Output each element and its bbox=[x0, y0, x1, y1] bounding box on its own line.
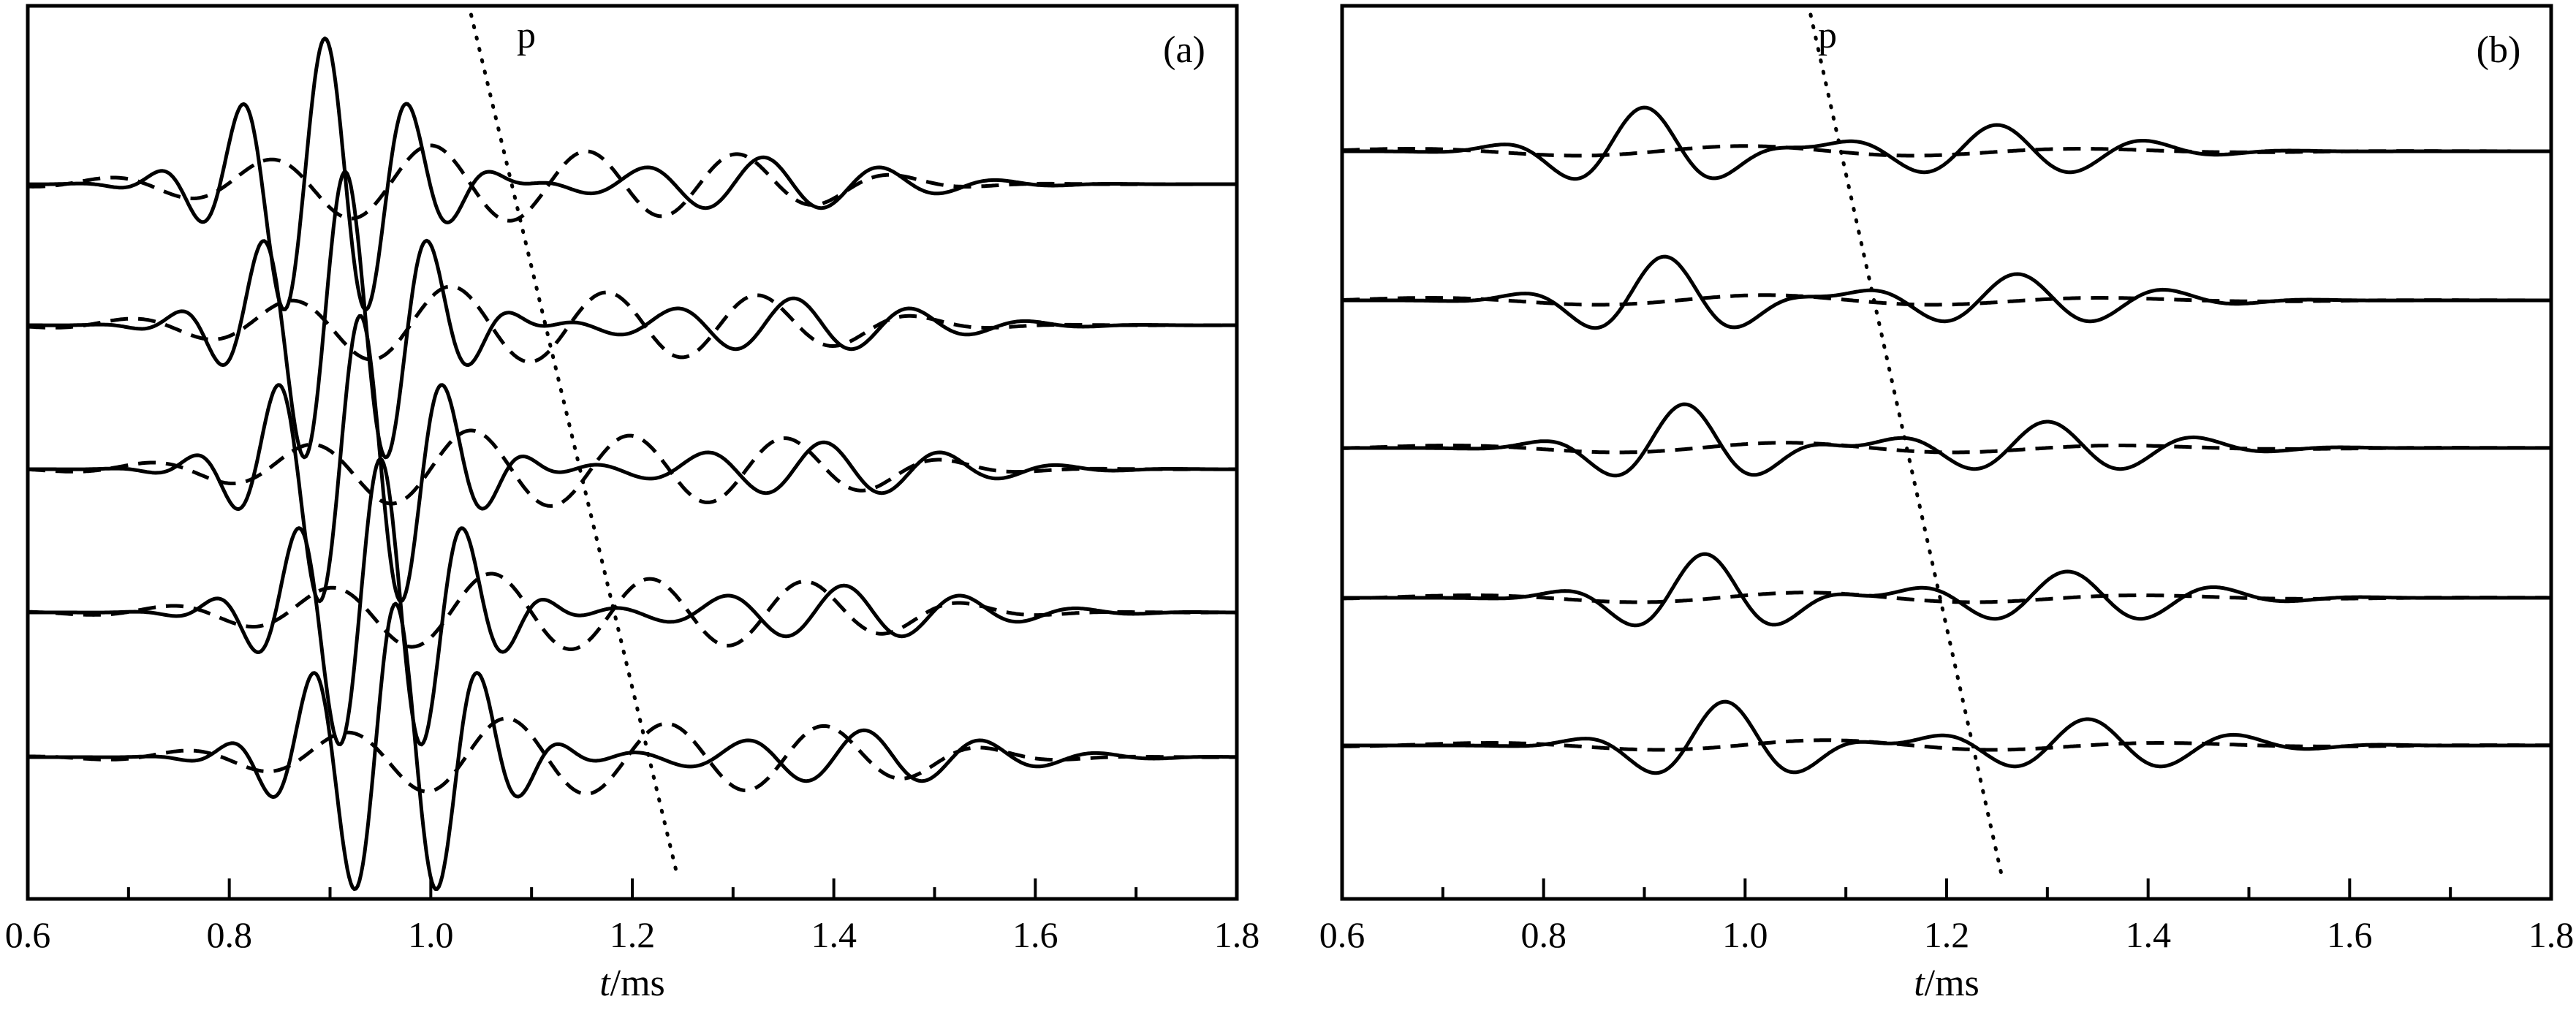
trace-3-dashed bbox=[1341, 441, 2552, 455]
panel-label: (b) bbox=[2477, 29, 2521, 71]
x-tick-label-1.4: 1.4 bbox=[811, 914, 857, 955]
x-tick-label-1.2: 1.2 bbox=[610, 914, 656, 955]
x-tick-label-1.4: 1.4 bbox=[2125, 914, 2171, 955]
trace-1-solid bbox=[27, 37, 1238, 312]
panel-a-traces bbox=[27, 37, 1238, 892]
trace-2-solid bbox=[27, 170, 1238, 460]
p-annotation: p bbox=[1818, 15, 1837, 56]
panel-b-p-line-group bbox=[1808, 12, 2004, 879]
x-tick-label-0.8: 0.8 bbox=[1520, 914, 1567, 955]
x-axis-label-unit: /ms bbox=[1925, 962, 1980, 1004]
x-tick-label-1.6: 1.6 bbox=[1012, 914, 1058, 955]
trace-4-dashed bbox=[27, 572, 1238, 651]
trace-2-dashed bbox=[1341, 293, 2552, 307]
x-tick-label-0.6: 0.6 bbox=[5, 914, 51, 955]
panel-b-traces bbox=[1341, 105, 2552, 775]
panel-b-tick-labels: 0.6 0.8 1.0 1.2 1.4 1.6 1.8 bbox=[1319, 914, 2575, 955]
panel-a-tick-labels: 0.6 0.8 1.0 1.2 1.4 1.6 1.8 bbox=[5, 914, 1260, 955]
x-tick-label-1.6: 1.6 bbox=[2327, 914, 2373, 955]
x-tick-label-0.8: 0.8 bbox=[206, 914, 252, 955]
trace-4-solid bbox=[27, 457, 1238, 747]
x-axis-label: t/ms bbox=[1914, 962, 1980, 1004]
x-tick-label-1.0: 1.0 bbox=[408, 914, 454, 955]
panel-b: 0.6 0.8 1.0 1.2 1.4 1.6 1.8 t/ms (b) p bbox=[1319, 4, 2575, 1004]
x-tick-label-1.8: 1.8 bbox=[1214, 914, 1260, 955]
p-annotation: p bbox=[517, 15, 536, 56]
trace-5-dashed bbox=[1341, 738, 2552, 752]
trace-3-dashed bbox=[27, 428, 1238, 508]
x-tick-label-1.8: 1.8 bbox=[2528, 914, 2575, 955]
trace-1-dashed bbox=[1341, 144, 2552, 158]
trace-3-solid bbox=[27, 314, 1238, 604]
panel-a: 0.6 0.8 1.0 1.2 1.4 1.6 1.8 t/ms (a) p bbox=[5, 4, 1260, 1004]
panel-label: (a) bbox=[1163, 29, 1205, 71]
panel-a-p-line-group bbox=[469, 12, 680, 879]
x-tick-label-1.2: 1.2 bbox=[1924, 914, 1970, 955]
trace-1-dashed bbox=[27, 143, 1238, 223]
x-axis-label-italic: t bbox=[599, 962, 611, 1004]
x-tick-label-0.6: 0.6 bbox=[1319, 914, 1365, 955]
panel-b-ticks bbox=[1341, 878, 2553, 899]
x-axis-label-unit: /ms bbox=[610, 962, 665, 1004]
x-tick-label-1.0: 1.0 bbox=[1722, 914, 1768, 955]
x-axis-label-italic: t bbox=[1914, 962, 1925, 1004]
p-line bbox=[469, 12, 680, 879]
panel-a-ticks bbox=[26, 878, 1238, 899]
trace-5-dashed bbox=[27, 716, 1238, 796]
p-line bbox=[1808, 12, 2004, 879]
trace-4-dashed bbox=[1341, 591, 2552, 604]
trace-2-dashed bbox=[27, 284, 1238, 364]
x-axis-label: t/ms bbox=[599, 962, 665, 1004]
